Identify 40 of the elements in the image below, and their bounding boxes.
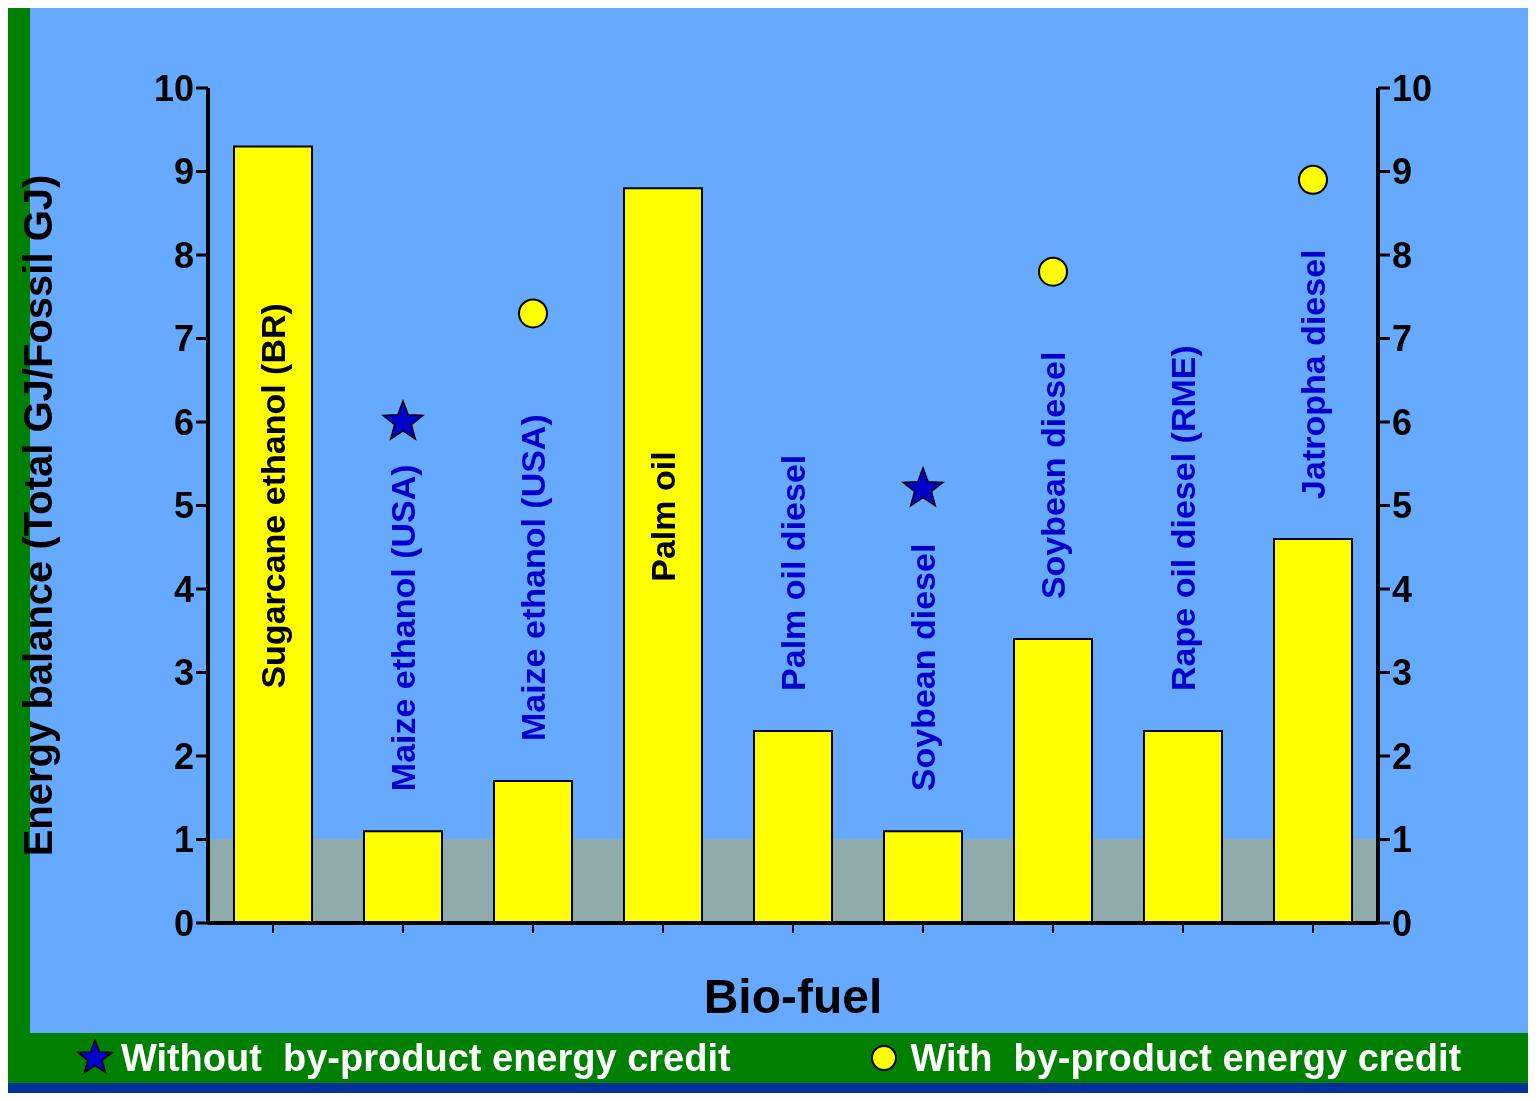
y2-tick-label: 6 — [1392, 401, 1413, 443]
y2-tick-label: 0 — [1392, 902, 1413, 944]
y-axis-title: Energy balance (Total GJ/Fossil GJ) — [16, 174, 61, 857]
y-tick-label: 5 — [173, 485, 194, 527]
y-tick-label: 3 — [173, 652, 194, 694]
y2-tick-label: 5 — [1392, 485, 1413, 527]
y-tick-label: 9 — [173, 151, 194, 193]
y2-tick-label: 1 — [1392, 819, 1413, 861]
y2-tick-label: 2 — [1392, 735, 1413, 777]
y-tick-label: 10 — [153, 67, 194, 109]
x-tick-label: Sugarcane ethanol (BR) — [253, 303, 292, 689]
y2-tick-label: 8 — [1392, 234, 1413, 276]
point — [1298, 164, 1328, 195]
y2-tick-label: 7 — [1392, 318, 1413, 360]
legend-label: Without by-product energy credit — [120, 1036, 731, 1080]
y2-tick-label: 10 — [1392, 67, 1433, 109]
y-tick-label: 4 — [173, 568, 194, 610]
x-tick-label: Jatropha diesel — [1293, 249, 1332, 499]
y-tick-label: 0 — [173, 902, 194, 944]
point — [1038, 256, 1068, 287]
x-tick-label: Palm oil diesel — [773, 454, 812, 691]
x-tick-label: Rape oil diesel (RME) — [1163, 345, 1202, 691]
y2-tick-label: 9 — [1392, 151, 1413, 193]
point — [902, 467, 944, 507]
x-tick-label: Maize ethanol (USA) — [383, 464, 422, 792]
x-tick-label: Soybean diesel — [903, 543, 942, 792]
y-tick-label: 7 — [173, 318, 194, 360]
y-tick-label: 6 — [173, 401, 194, 443]
x-tick-label: Maize ethanol (USA) — [513, 414, 552, 742]
legend-label: With by-product energy credit — [910, 1036, 1462, 1080]
y-tick-label: 8 — [173, 234, 194, 276]
x-tick-label: Soybean diesel — [1033, 351, 1072, 600]
y-tick-label: 1 — [173, 819, 194, 861]
y-tick-label: 2 — [173, 735, 194, 777]
point — [382, 400, 424, 440]
y2-tick-label: 4 — [1392, 568, 1413, 610]
x-tick-label: Palm oil — [643, 451, 682, 582]
x-axis-title: Bio-fuel — [703, 970, 883, 1023]
y2-tick-label: 3 — [1392, 652, 1413, 694]
point — [518, 298, 548, 329]
